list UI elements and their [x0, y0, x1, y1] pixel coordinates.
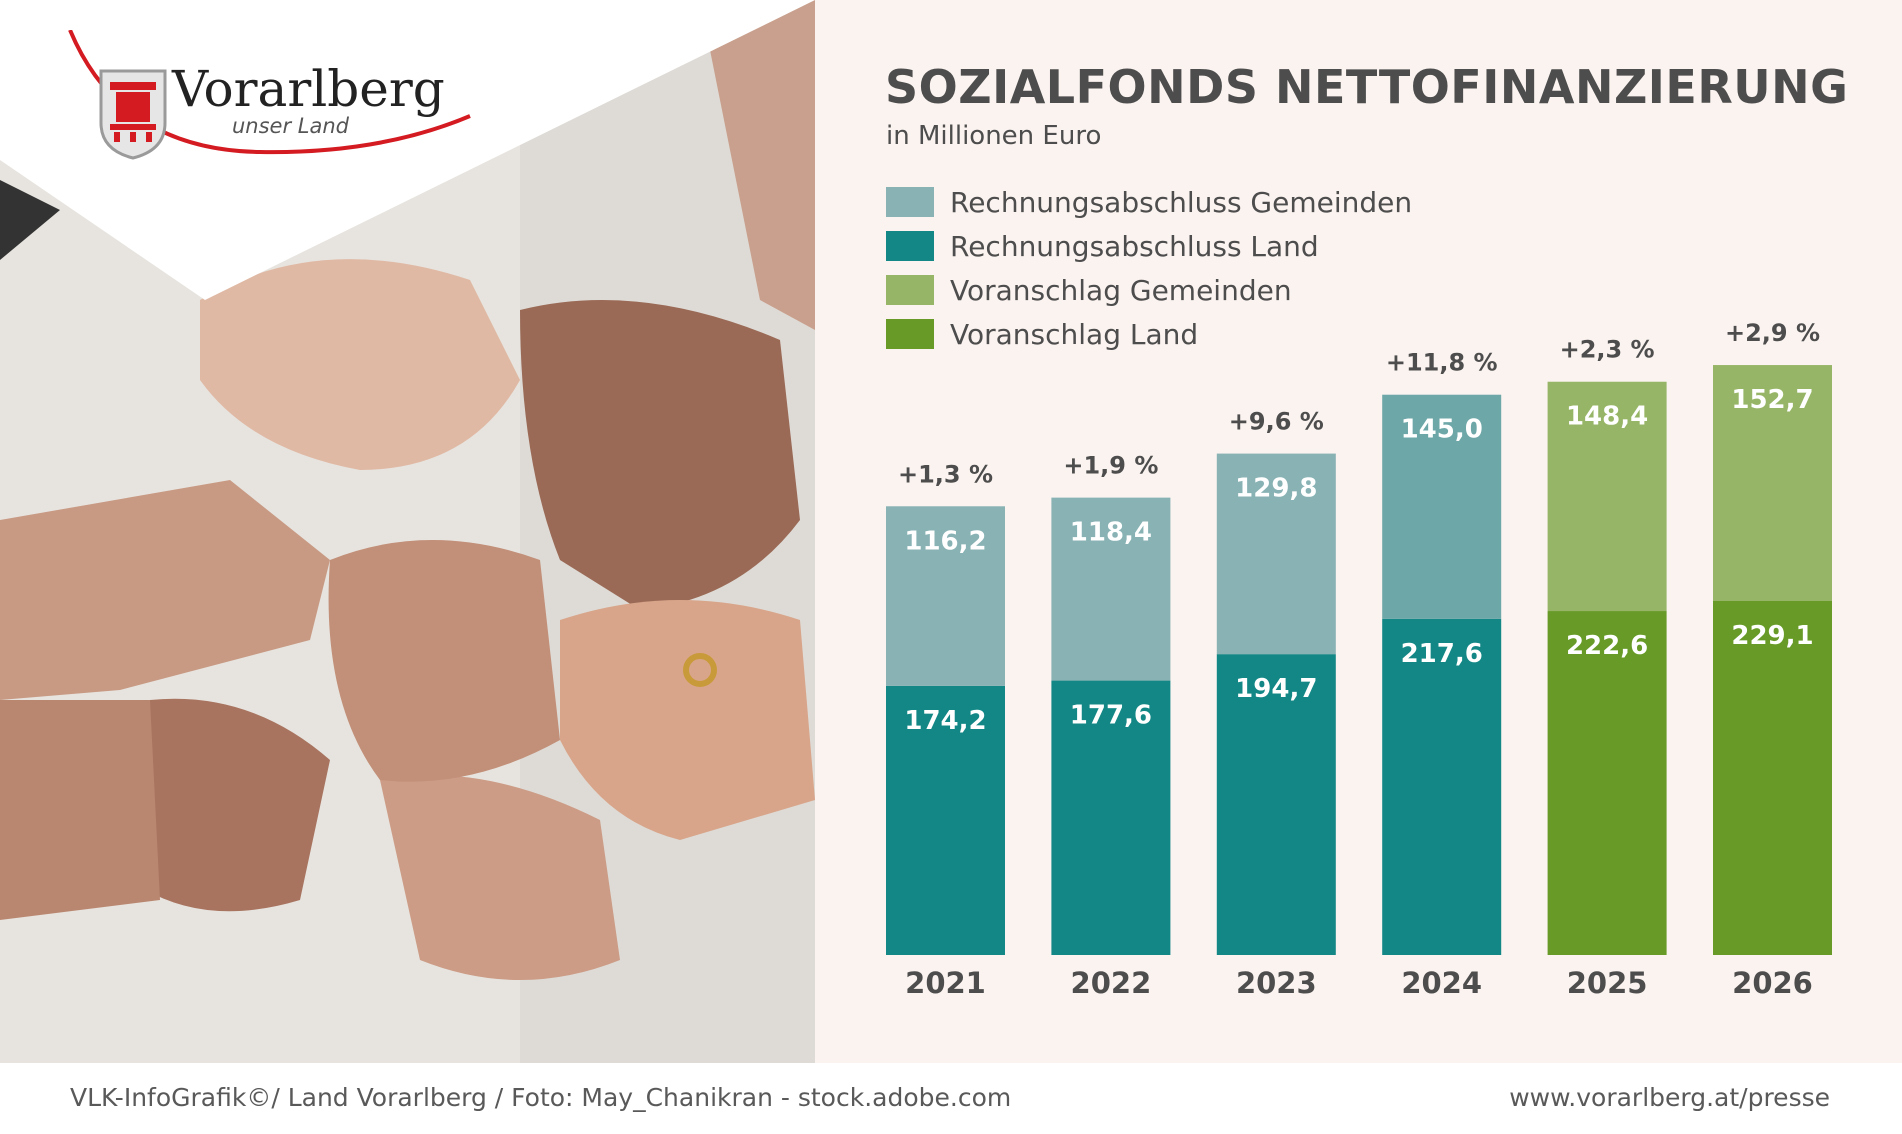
- legend-swatch: [886, 231, 934, 261]
- bar-land: [1547, 611, 1667, 955]
- data-label-land: 217,6: [1401, 639, 1483, 669]
- legend-swatch: [886, 187, 934, 217]
- growth-label: +11,8 %: [1386, 349, 1498, 377]
- bar-gemeinden: [1216, 453, 1336, 655]
- data-label-land: 194,7: [1235, 674, 1317, 704]
- legend-label: Voranschlag Land: [950, 318, 1199, 351]
- stacked-bar-chart: 174,2 116,2 +1,3 % 2021 177,6 118,4 +1,9 % 2022…: [886, 319, 1832, 1000]
- hands-photo: Vorarlberg unser Land: [0, 0, 815, 1063]
- logo-name: Vorarlberg: [172, 60, 445, 118]
- x-tick-label: 2023: [1236, 966, 1317, 1000]
- bar-land: [1051, 680, 1171, 955]
- x-tick-label: 2021: [905, 966, 986, 1000]
- logo: Vorarlberg unser Land: [60, 30, 480, 170]
- legend-label: Voranschlag Gemeinden: [950, 274, 1292, 307]
- data-label-gemeinden: 116,2: [904, 526, 986, 556]
- data-label-land: 174,2: [904, 706, 986, 736]
- hands-illustration: [0, 0, 815, 1063]
- chart-subtitle: in Millionen Euro: [886, 121, 1102, 151]
- data-label-land: 222,6: [1566, 631, 1648, 661]
- bar-gemeinden: [1051, 497, 1171, 681]
- data-label-land: 177,6: [1070, 701, 1152, 731]
- data-label-gemeinden: 145,0: [1401, 415, 1483, 445]
- growth-label: +1,9 %: [1063, 452, 1158, 480]
- chart-title: SOZIALFONDS NETTOFINANZIERUNG: [885, 60, 1849, 114]
- bar-gemeinden: [886, 506, 1005, 686]
- bar-land: [886, 685, 1005, 955]
- x-tick-label: 2024: [1401, 966, 1482, 1000]
- bar-land: [1382, 618, 1502, 955]
- bar-gemeinden: [1382, 394, 1502, 619]
- data-label-gemeinden: 148,4: [1566, 402, 1648, 432]
- bar-land: [1713, 600, 1832, 955]
- data-label-gemeinden: 152,7: [1731, 385, 1813, 415]
- legend-swatch: [886, 275, 934, 305]
- growth-label: +2,3 %: [1560, 336, 1655, 364]
- x-tick-label: 2022: [1071, 966, 1152, 1000]
- growth-label: +9,6 %: [1229, 408, 1324, 436]
- footer-credit: VLK-InfoGrafik©/ Land Vorarlberg / Foto:…: [70, 1083, 1012, 1112]
- footer-url[interactable]: www.vorarlberg.at/presse: [1509, 1083, 1830, 1112]
- growth-label: +2,9 %: [1725, 319, 1820, 347]
- x-tick-label: 2025: [1567, 966, 1648, 1000]
- data-label-gemeinden: 129,8: [1235, 474, 1317, 504]
- data-label-land: 229,1: [1731, 621, 1813, 651]
- legend-swatch: [886, 319, 934, 349]
- legend-label: Rechnungsabschluss Land: [950, 230, 1319, 263]
- bar-land: [1216, 654, 1336, 955]
- data-label-gemeinden: 118,4: [1070, 518, 1152, 548]
- logo-tagline: unser Land: [232, 114, 349, 138]
- x-tick-label: 2026: [1732, 966, 1813, 1000]
- legend-label: Rechnungsabschluss Gemeinden: [950, 186, 1413, 219]
- growth-label: +1,3 %: [898, 460, 993, 488]
- bar-gemeinden: [1547, 381, 1667, 612]
- bar-gemeinden: [1713, 365, 1832, 601]
- footer: VLK-InfoGrafik©/ Land Vorarlberg / Foto:…: [0, 1063, 1902, 1134]
- coat-of-arms-icon: [99, 69, 167, 160]
